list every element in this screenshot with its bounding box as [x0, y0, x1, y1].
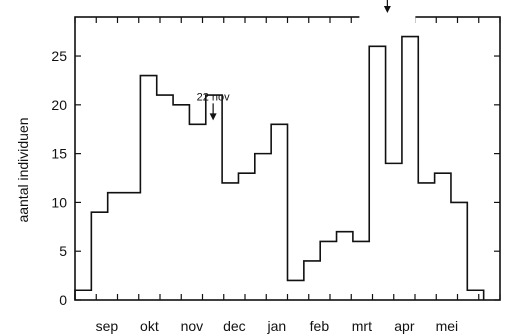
series-line — [74, 35, 485, 300]
annotation-gap — [359, 11, 416, 23]
x-tick-label: feb — [310, 318, 330, 334]
x-tick-label: jan — [267, 318, 287, 334]
y-tick-labels: 0 5 10 15 20 25 — [51, 48, 67, 308]
ticks — [74, 17, 501, 301]
annotations: 22 nov 29 mrt — [197, 0, 416, 121]
x-tick-label: mrt — [352, 318, 372, 334]
annotation: 22 nov — [197, 91, 231, 121]
y-axis-title: aantal individuen — [15, 117, 31, 222]
y-tick-label: 20 — [51, 97, 67, 113]
y-tick-label: 15 — [51, 146, 67, 162]
x-tick-label: sep — [96, 318, 119, 334]
y-tick-label: 25 — [51, 48, 67, 64]
y-tick-label: 0 — [59, 292, 67, 308]
annotation-label: 22 nov — [197, 91, 231, 103]
x-tick-label: okt — [140, 318, 159, 334]
x-tick-labels: sep okt nov dec jan feb mrt apr mei — [96, 318, 459, 334]
y-tick-label: 5 — [59, 243, 67, 259]
x-tick-label: apr — [394, 318, 415, 334]
y-tick-label: 10 — [51, 194, 67, 210]
x-tick-label: nov — [181, 318, 204, 334]
x-tick-label: dec — [223, 318, 246, 334]
annotation: 29 mrt — [359, 0, 416, 23]
annotation-arrow-head — [383, 6, 391, 13]
series — [74, 35, 485, 300]
x-tick-label: mei — [436, 318, 459, 334]
annotation-arrow-head — [209, 113, 217, 121]
